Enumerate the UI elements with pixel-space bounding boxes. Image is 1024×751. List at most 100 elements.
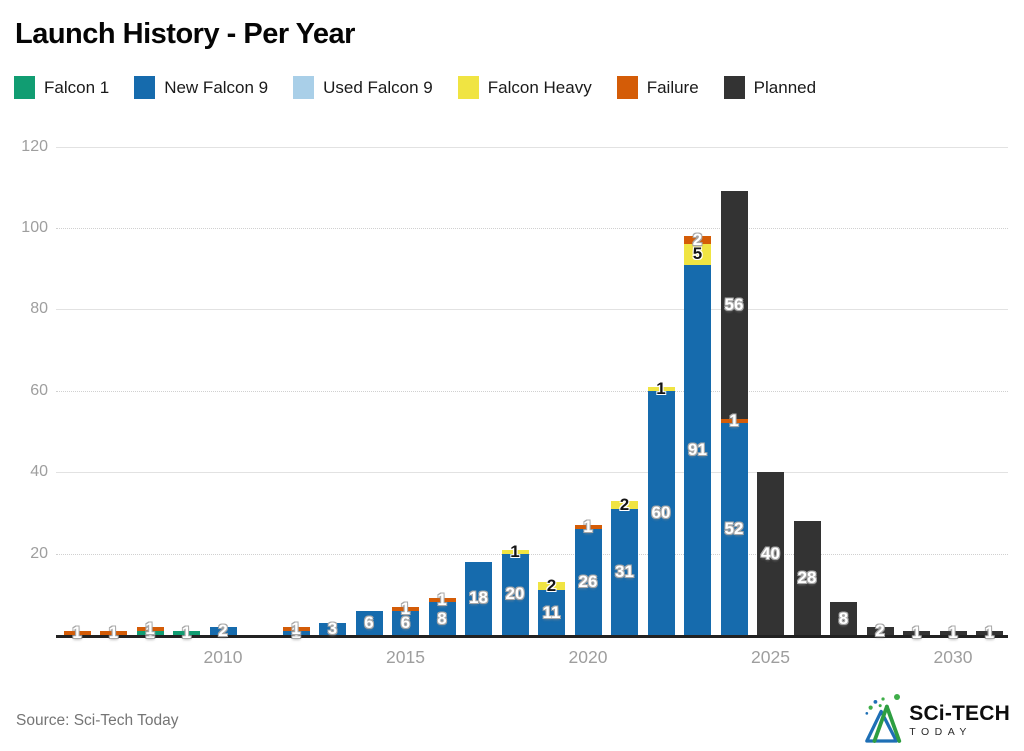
bar-value-label: 1 (181, 622, 192, 642)
bar-segment (684, 236, 711, 245)
bar-segment (63, 630, 91, 635)
bar-segment (100, 630, 127, 635)
gridline (56, 309, 1008, 311)
legend-item: New Falcon 9 (134, 76, 268, 99)
bar-value-label: 52 (724, 519, 744, 539)
y-tick-label: 20 (30, 544, 48, 562)
bar-segment (757, 472, 784, 635)
gridline (56, 228, 1008, 229)
bar-value-label: 1 (400, 598, 411, 618)
legend-item: Used Falcon 9 (293, 76, 433, 99)
legend-label: Planned (753, 77, 817, 97)
bar-value-label: 6 (364, 612, 374, 632)
bar-value-label: 1 (911, 622, 922, 642)
bar-value-label: 11 (542, 602, 561, 622)
bar-segment (209, 626, 237, 635)
bar-value-label: 2 (692, 230, 703, 250)
legend-item: Falcon 1 (14, 76, 109, 99)
legend-label: Falcon 1 (44, 77, 110, 97)
y-tick-label: 80 (30, 300, 48, 318)
x-tick-label: 2030 (933, 647, 973, 667)
bar-value-label: 1 (984, 622, 995, 642)
bar-segment (136, 626, 164, 631)
brand-icon (865, 697, 902, 743)
bar-segment (611, 508, 638, 635)
bar-value-label: 56 (724, 295, 744, 315)
legend-swatch (134, 76, 156, 99)
bar-value-label: 1 (145, 622, 155, 642)
legend-label: Used Falcon 9 (323, 77, 433, 97)
bar-segment (282, 626, 310, 631)
bar-segment (830, 602, 857, 635)
bar-value-label: 1 (510, 541, 520, 561)
bar-segment (611, 500, 638, 509)
bar-segment (392, 606, 419, 611)
bar-segment (793, 521, 821, 635)
bar-value-label: 1 (948, 622, 958, 642)
brand-text: SCi-TECH TODAY (894, 694, 1010, 738)
bar-segment (574, 529, 602, 635)
y-tick-label: 60 (30, 381, 48, 399)
legend-label: Falcon Heavy (487, 77, 592, 97)
x-axis-line (56, 635, 1008, 638)
bar-value-label: 31 (615, 561, 634, 581)
legend-item: Falcon Heavy (457, 76, 592, 99)
bar-value-label: 1 (291, 622, 301, 642)
bar-value-label: 91 (688, 439, 707, 459)
legend-label: Failure (646, 77, 699, 97)
bar-value-label: 2 (218, 620, 228, 640)
bar-segment (538, 582, 565, 591)
legend-item: Planned (723, 76, 817, 99)
legend-swatch (14, 76, 35, 99)
y-tick-label: 100 (21, 219, 48, 236)
bar-value-label: 1 (145, 618, 155, 638)
y-tick-label: 40 (30, 463, 48, 481)
brand-i-dot (894, 694, 901, 700)
bar-segment (976, 630, 1003, 635)
bar-segment (136, 630, 164, 635)
legend-swatch (616, 76, 638, 99)
bar-value-label: 1 (729, 411, 739, 431)
bar-segment (428, 598, 456, 603)
legend-swatch (457, 76, 479, 99)
bar-segment (574, 525, 602, 530)
legend-swatch (723, 76, 745, 99)
bar-value-label: 18 (469, 588, 488, 608)
gridline (56, 553, 1008, 555)
bar-segment (428, 602, 456, 635)
y-tick-label: 120 (21, 137, 48, 155)
x-tick-label: 2015 (386, 647, 425, 667)
bar-value-label: 26 (578, 572, 598, 592)
bar-value-label: 1 (72, 622, 82, 642)
bar-segment (647, 390, 675, 635)
bar-value-label: 2 (546, 576, 557, 596)
bar-value-label: 1 (583, 517, 593, 537)
bar-value-label: 5 (692, 244, 703, 264)
bar-segment (939, 630, 967, 635)
bar-segment (282, 630, 310, 635)
bar-value-label: 6 (400, 612, 411, 632)
bar-value-label: 8 (838, 608, 849, 628)
bar-value-label: 1 (108, 622, 119, 642)
bar-segment (866, 626, 894, 635)
bar-value-label: 40 (761, 543, 780, 563)
bar-segment (392, 610, 419, 635)
bar-segment (355, 610, 383, 635)
bar-value-label: 1 (437, 590, 447, 610)
gridline (56, 472, 1008, 474)
bar-value-label: 20 (505, 584, 525, 604)
brand-subtitle: TODAY (909, 725, 972, 738)
bar-segment (173, 630, 200, 635)
bar-segment (720, 423, 748, 635)
x-tick-label: 2025 (751, 647, 790, 667)
bar-segment (647, 386, 675, 391)
bar-value-label: 2 (619, 494, 630, 514)
legend-item: Failure (616, 76, 699, 99)
chart-title: Launch History - Per Year (15, 18, 355, 50)
bar-segment (684, 244, 711, 265)
bar-value-label: 3 (327, 618, 338, 638)
bar-segment (903, 630, 930, 635)
x-tick-label: 2020 (568, 647, 608, 667)
bar-segment (720, 419, 748, 424)
